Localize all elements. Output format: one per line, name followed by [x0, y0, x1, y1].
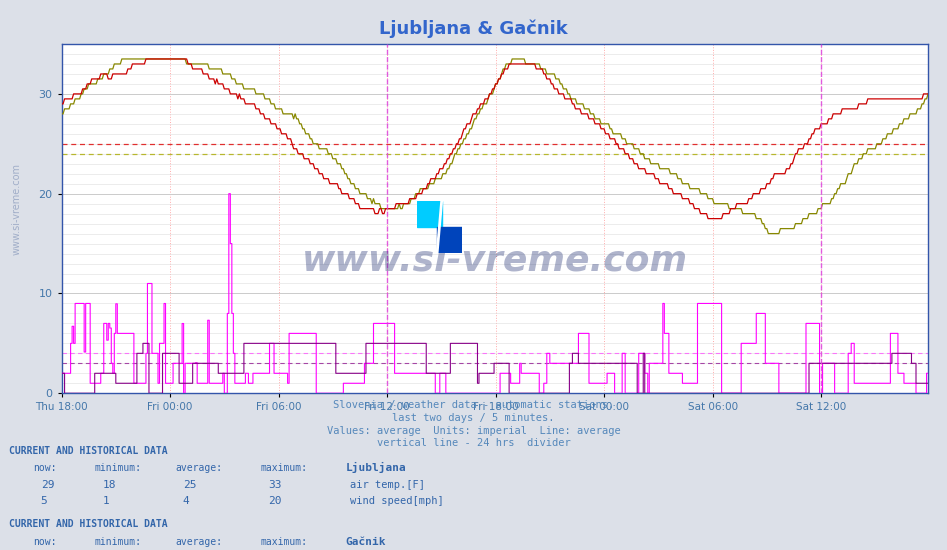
Text: CURRENT AND HISTORICAL DATA: CURRENT AND HISTORICAL DATA — [9, 446, 169, 456]
Polygon shape — [438, 227, 462, 253]
Text: Slovenia / weather data - automatic stations.: Slovenia / weather data - automatic stat… — [333, 400, 614, 410]
Text: Gačnik: Gačnik — [346, 537, 386, 547]
Text: maximum:: maximum: — [260, 463, 308, 474]
Text: 4: 4 — [183, 496, 189, 507]
Text: average:: average: — [175, 463, 223, 474]
Text: 1: 1 — [102, 496, 109, 507]
Polygon shape — [417, 201, 441, 227]
Text: 29: 29 — [41, 480, 54, 490]
Text: wind speed[mph]: wind speed[mph] — [350, 496, 444, 507]
Text: vertical line - 24 hrs  divider: vertical line - 24 hrs divider — [377, 438, 570, 448]
Text: air temp.[F]: air temp.[F] — [350, 480, 425, 490]
Text: 5: 5 — [41, 496, 47, 507]
Text: Values: average  Units: imperial  Line: average: Values: average Units: imperial Line: av… — [327, 426, 620, 436]
Text: minimum:: minimum: — [95, 463, 142, 474]
Text: Ljubljana & Gačnik: Ljubljana & Gačnik — [379, 19, 568, 38]
Text: maximum:: maximum: — [260, 537, 308, 547]
Text: 25: 25 — [183, 480, 196, 490]
Text: now:: now: — [33, 537, 57, 547]
Text: Ljubljana: Ljubljana — [346, 463, 406, 474]
Text: www.si-vreme.com: www.si-vreme.com — [12, 163, 22, 255]
Text: 18: 18 — [102, 480, 116, 490]
Text: 33: 33 — [268, 480, 281, 490]
Text: CURRENT AND HISTORICAL DATA: CURRENT AND HISTORICAL DATA — [9, 519, 169, 530]
Text: 20: 20 — [268, 496, 281, 507]
Text: minimum:: minimum: — [95, 537, 142, 547]
Text: www.si-vreme.com: www.si-vreme.com — [302, 244, 688, 278]
Text: average:: average: — [175, 537, 223, 547]
Text: now:: now: — [33, 463, 57, 474]
Text: last two days / 5 minutes.: last two days / 5 minutes. — [392, 413, 555, 423]
